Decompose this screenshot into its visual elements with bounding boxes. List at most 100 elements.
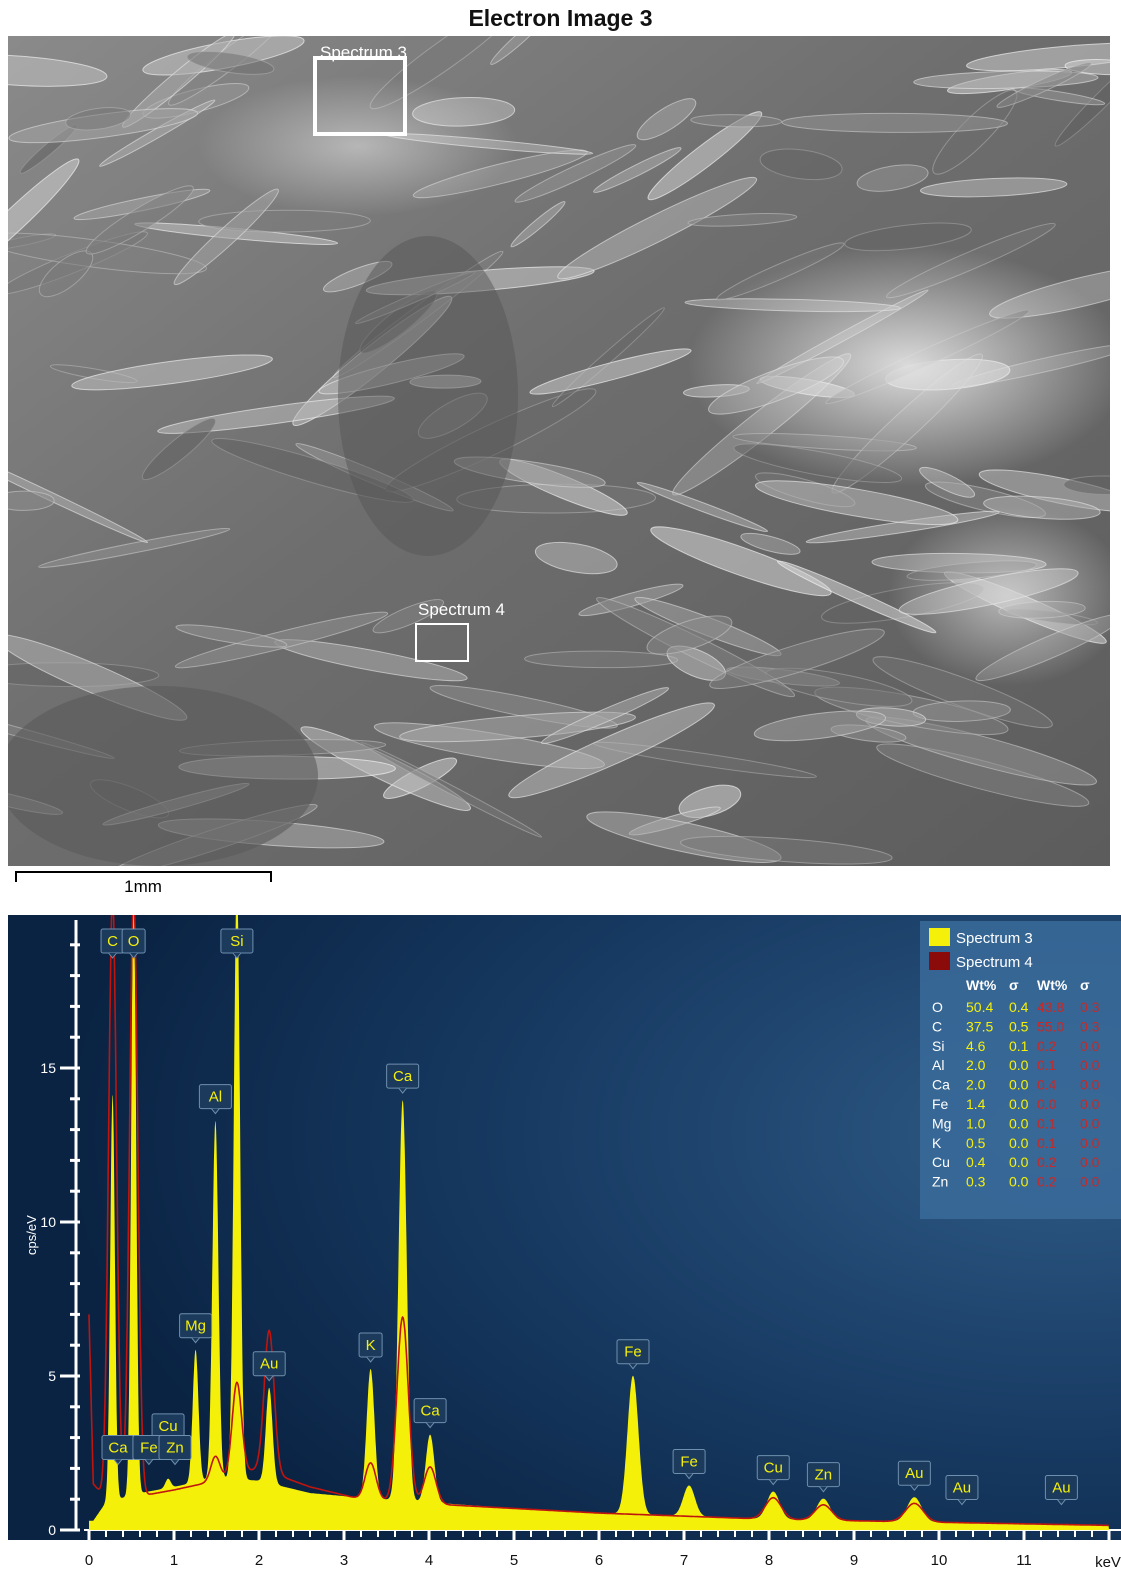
- table-cell-s4-sigma: 0.0: [1080, 1077, 1100, 1093]
- peak-label-au: Au: [252, 1351, 286, 1382]
- leaf-shape: [372, 599, 444, 634]
- table-cell-s4-wt: 0.2: [1037, 1154, 1057, 1170]
- scale-bar-line: [15, 871, 272, 882]
- table-cell-s4-sigma: 0.0: [1080, 1038, 1100, 1054]
- peak-label-si: Si: [220, 928, 254, 959]
- peak-label-cu: Cu: [756, 1455, 790, 1486]
- peak-label-al: Al: [198, 1084, 232, 1115]
- leaf-shape: [557, 176, 758, 280]
- spectrum-4-box[interactable]: Spectrum 4: [415, 600, 505, 662]
- leaf-shape: [593, 147, 682, 193]
- table-cell-s3-wt: 2.0: [966, 1077, 986, 1093]
- spectrum-3-box[interactable]: Spectrum 3: [313, 43, 407, 136]
- leaf-shape: [759, 148, 843, 181]
- table-row: Zn 0.3 0.0 0.2 0.0: [932, 1174, 1100, 1190]
- x-tick-label: 3: [340, 1552, 348, 1569]
- table-cell-element: Mg: [932, 1115, 951, 1131]
- leaf-shape: [85, 185, 194, 255]
- peak-label-ca: Ca: [101, 1434, 135, 1466]
- leaf-shape: [636, 481, 769, 533]
- peak-label-text: C: [107, 933, 118, 950]
- table-row: Mg 1.0 0.0 0.1 0.0: [932, 1115, 1100, 1131]
- peak-label-pointer: [366, 1356, 375, 1363]
- leaf-shape: [679, 835, 893, 865]
- table-cell-s3-wt: 4.6: [966, 1038, 986, 1054]
- table-cell-element: Cu: [932, 1154, 950, 1170]
- table-cell-s3-wt: 50.4: [966, 999, 993, 1015]
- spectrum-4-line: [88, 915, 1109, 1527]
- peak-label-text: Cu: [158, 1418, 177, 1435]
- peak-label-box: [252, 1351, 286, 1377]
- bright-region: [888, 506, 1110, 686]
- peak-label-au: Au: [897, 1460, 931, 1492]
- scale-bar-label: 1mm: [124, 877, 162, 896]
- table-cell-s4-wt: 0.2: [1037, 1174, 1057, 1190]
- leaf-shape: [490, 36, 553, 65]
- table-cell-element: Zn: [932, 1174, 948, 1190]
- peak-label-pointer: [909, 1484, 919, 1492]
- peak-label-o: O: [121, 928, 146, 959]
- peak-label-text: O: [128, 933, 140, 950]
- peak-label-fe: Fe: [616, 1339, 650, 1370]
- peak-label-text: Au: [260, 1356, 278, 1373]
- leaf-shape: [740, 532, 801, 555]
- shadow-region: [8, 686, 318, 866]
- leaf-shape: [508, 702, 715, 799]
- leaf-shape: [514, 144, 637, 203]
- table-cell-s4-sigma: 0.0: [1080, 1174, 1100, 1190]
- table-cell-element: K: [932, 1135, 942, 1151]
- y-tick-label: 10: [40, 1214, 56, 1230]
- leaf-shape: [38, 527, 231, 568]
- peak-label-pointer: [144, 1459, 154, 1466]
- table-cell-s4-wt: 55.0: [1037, 1018, 1064, 1034]
- table-cell-element: Al: [932, 1057, 944, 1073]
- y-axis-label: cps/eV: [24, 1215, 39, 1255]
- table-cell-s4-sigma: 0.3: [1080, 999, 1100, 1015]
- table-cell-s4-wt: 0.2: [1037, 1038, 1057, 1054]
- x-axis-label: keV: [1095, 1554, 1121, 1571]
- table-cell-s4-wt: 0.1: [1037, 1057, 1057, 1073]
- peak-label-pointer: [264, 1375, 274, 1382]
- table-header: Wt%: [1037, 977, 1068, 993]
- spectrum-3-area: [89, 915, 1109, 1530]
- peak-label-text: Au: [1052, 1480, 1070, 1497]
- x-tick-label: 4: [425, 1552, 433, 1569]
- table-cell-element: Si: [932, 1038, 944, 1054]
- electron-micrograph: Spectrum 3 Spectrum 4: [8, 36, 1110, 866]
- peak-label-text: Si: [230, 933, 243, 950]
- peak-label-pointer: [1057, 1499, 1066, 1506]
- table-header: Wt%: [966, 977, 997, 993]
- bright-region: [688, 246, 1110, 486]
- leaf-shape: [646, 615, 733, 655]
- table-cell-s3-sigma: 0.4: [1009, 999, 1029, 1015]
- table-row: C 37.5 0.5 55.0 0.3: [932, 1018, 1100, 1034]
- table-cell-s3-sigma: 0.0: [1009, 1174, 1029, 1190]
- peak-label-mg: Mg: [179, 1313, 213, 1344]
- table-row: K 0.5 0.0 0.1 0.0: [932, 1135, 1100, 1151]
- table-row: Fe 1.4 0.0 0.0 0.0: [932, 1096, 1100, 1112]
- legend-label-spectrum-3: Spectrum 3: [956, 930, 1033, 947]
- peak-label-text: K: [366, 1337, 376, 1354]
- peak-label-box: [198, 1084, 232, 1110]
- peak-label-text: Ca: [421, 1403, 441, 1420]
- table-row: Cu 0.4 0.0 0.2 0.0: [932, 1154, 1100, 1170]
- peak-label-pointer: [957, 1499, 967, 1506]
- leaf-shape: [678, 784, 742, 819]
- y-tick-label: 5: [48, 1368, 56, 1384]
- x-tick-label: 10: [931, 1552, 948, 1569]
- table-cell-s3-wt: 2.0: [966, 1057, 986, 1073]
- x-tick-label: 1: [170, 1552, 178, 1569]
- table-cell-s4-sigma: 0.0: [1080, 1135, 1100, 1151]
- table-cell-s4-sigma: 0.0: [1080, 1096, 1100, 1112]
- scale-bar: 1mm: [15, 871, 272, 896]
- leaf-shape: [65, 107, 132, 131]
- table-cell-s3-wt: 1.0: [966, 1115, 986, 1131]
- table-row: Ca 2.0 0.0 0.4 0.0: [932, 1077, 1100, 1093]
- spectrum-4-label: Spectrum 4: [418, 600, 505, 619]
- peak-label-zn: Zn: [806, 1462, 840, 1493]
- peak-label-text: Cu: [764, 1460, 783, 1477]
- x-tick-label: 6: [595, 1552, 603, 1569]
- x-tick-label: 9: [850, 1552, 858, 1569]
- table-cell-s3-wt: 37.5: [966, 1018, 993, 1034]
- peak-label-text: Ca: [108, 1439, 128, 1456]
